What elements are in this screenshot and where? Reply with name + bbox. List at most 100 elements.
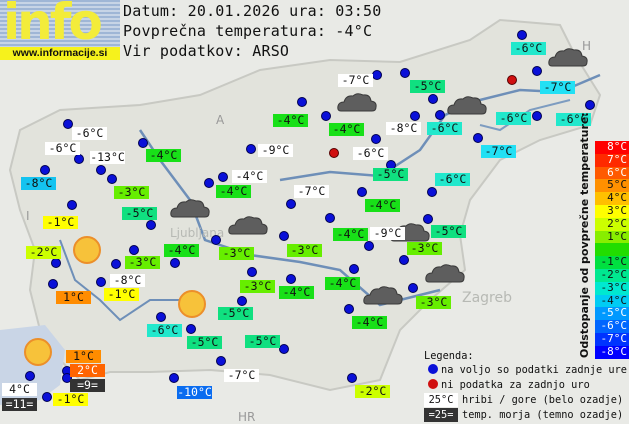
station-temperature-label: -4°C xyxy=(216,185,251,198)
station-dot[interactable] xyxy=(169,373,179,383)
station-dot[interactable] xyxy=(96,165,106,175)
station-dot[interactable] xyxy=(204,178,214,188)
station-dot[interactable] xyxy=(532,111,542,121)
station-dot[interactable] xyxy=(347,373,357,383)
average-temperature: Povprečna temperatura: -4°C xyxy=(123,22,373,40)
station-dot[interactable] xyxy=(585,100,595,110)
country-h: H xyxy=(582,39,592,53)
station-dot[interactable] xyxy=(138,138,148,148)
station-dot[interactable] xyxy=(129,245,139,255)
station-dot[interactable] xyxy=(186,324,196,334)
sea-temperature-label: =11= xyxy=(2,398,37,411)
station-dot[interactable] xyxy=(408,283,418,293)
legend-available-text: na voljo so podatki zadnje ure xyxy=(441,364,627,376)
city-ljubljana: Ljubljana xyxy=(170,226,225,240)
station-dot[interactable] xyxy=(372,70,382,80)
station-temperature-label: -6°C xyxy=(72,127,107,140)
station-temperature-label: -3°C xyxy=(125,256,160,269)
station-temperature-label: -9°C xyxy=(258,144,293,157)
station-dot[interactable] xyxy=(435,110,445,120)
station-dot[interactable] xyxy=(279,231,289,241)
country-hr: HR xyxy=(238,410,256,424)
station-dot[interactable] xyxy=(247,267,257,277)
station-dot[interactable] xyxy=(67,200,77,210)
station-temperature-label: -7°C xyxy=(338,74,373,87)
station-dot[interactable] xyxy=(146,220,156,230)
legend-sea-text: temp. morja (temno ozadje) xyxy=(462,409,624,421)
station-dot[interactable] xyxy=(96,277,106,287)
station-dot[interactable] xyxy=(400,68,410,78)
legend-no-data-text: ni podatka za zadnjo uro xyxy=(441,379,590,391)
cloud-icon xyxy=(170,199,210,218)
station-dot[interactable] xyxy=(25,371,35,381)
scale-row: -4°C xyxy=(595,294,629,308)
station-dot[interactable] xyxy=(48,279,58,289)
station-dot[interactable] xyxy=(286,274,296,284)
scale-row: -5°C xyxy=(595,307,629,321)
station-dot[interactable] xyxy=(42,392,52,402)
date-line: Datum: 20.01.2026 ura: 03:50 xyxy=(123,2,382,20)
station-temperature-label: 2°C xyxy=(70,364,105,377)
station-dot[interactable] xyxy=(532,66,542,76)
station-temperature-label: 4°C xyxy=(2,383,37,396)
station-temperature-label: -6°C xyxy=(147,324,182,337)
station-temperature-label: -10°C xyxy=(177,385,212,399)
station-temperature-label: -7°C xyxy=(481,145,516,158)
station-dot[interactable] xyxy=(349,264,359,274)
station-dot[interactable] xyxy=(427,187,437,197)
station-dot[interactable] xyxy=(170,258,180,268)
cloud-icon xyxy=(447,96,487,115)
station-dot[interactable] xyxy=(473,133,483,143)
station-dot[interactable] xyxy=(325,213,335,223)
station-dot[interactable] xyxy=(371,134,381,144)
station-dot[interactable] xyxy=(40,165,50,175)
station-dot[interactable] xyxy=(216,356,226,366)
station-dot[interactable] xyxy=(286,199,296,209)
station-dot[interactable] xyxy=(428,94,438,104)
station-dot[interactable] xyxy=(246,144,256,154)
station-dot[interactable] xyxy=(211,235,221,245)
scale-row: 6°C xyxy=(595,166,629,180)
site-link[interactable]: www.informacije.si xyxy=(0,47,120,60)
station-dot[interactable] xyxy=(111,259,121,269)
station-dot[interactable] xyxy=(156,312,166,322)
station-dot[interactable] xyxy=(107,174,117,184)
station-dot[interactable] xyxy=(62,373,72,383)
station-dot[interactable] xyxy=(410,111,420,121)
logo[interactable]: info xyxy=(0,0,120,47)
station-dot[interactable] xyxy=(357,187,367,197)
station-temperature-label: -4°C xyxy=(146,149,181,162)
station-dot[interactable] xyxy=(344,304,354,314)
station-temperature-label: -1°C xyxy=(53,393,88,406)
station-temperature-label: -5°C xyxy=(373,168,408,181)
station-dot-no-data[interactable] xyxy=(329,148,339,158)
cloud-icon xyxy=(548,48,588,67)
station-temperature-label: -5°C xyxy=(218,307,253,320)
cloud-icon xyxy=(228,216,268,235)
scale-row: -2°C xyxy=(595,268,629,282)
station-dot[interactable] xyxy=(279,344,289,354)
station-dot[interactable] xyxy=(517,30,527,40)
data-source: Vir podatkov: ARSO xyxy=(123,42,290,60)
station-dot[interactable] xyxy=(237,296,247,306)
sea-temperature-label: =9= xyxy=(70,379,105,392)
station-dot[interactable] xyxy=(297,97,307,107)
station-dot[interactable] xyxy=(321,111,331,121)
station-dot[interactable] xyxy=(423,214,433,224)
station-dot[interactable] xyxy=(63,119,73,129)
station-dot[interactable] xyxy=(51,258,61,268)
station-dot[interactable] xyxy=(74,154,84,164)
station-dot-no-data[interactable] xyxy=(507,75,517,85)
legend-mountain-text: hribi / gore (belo ozadje) xyxy=(462,394,624,406)
station-dot[interactable] xyxy=(399,255,409,265)
station-temperature-label: -2°C xyxy=(355,385,390,398)
legend-available: na voljo so podatki zadnje ure xyxy=(424,363,627,377)
station-dot[interactable] xyxy=(218,172,228,182)
sun-icon xyxy=(178,290,206,318)
station-temperature-label: 1°C xyxy=(56,291,91,304)
station-dot[interactable] xyxy=(364,241,374,251)
station-temperature-label: -4°C xyxy=(365,199,400,212)
legend-no-data: ni podatka za zadnjo uro xyxy=(424,378,590,392)
station-temperature-label: -6°C xyxy=(496,112,531,125)
station-temperature-label: -4°C xyxy=(352,316,387,329)
